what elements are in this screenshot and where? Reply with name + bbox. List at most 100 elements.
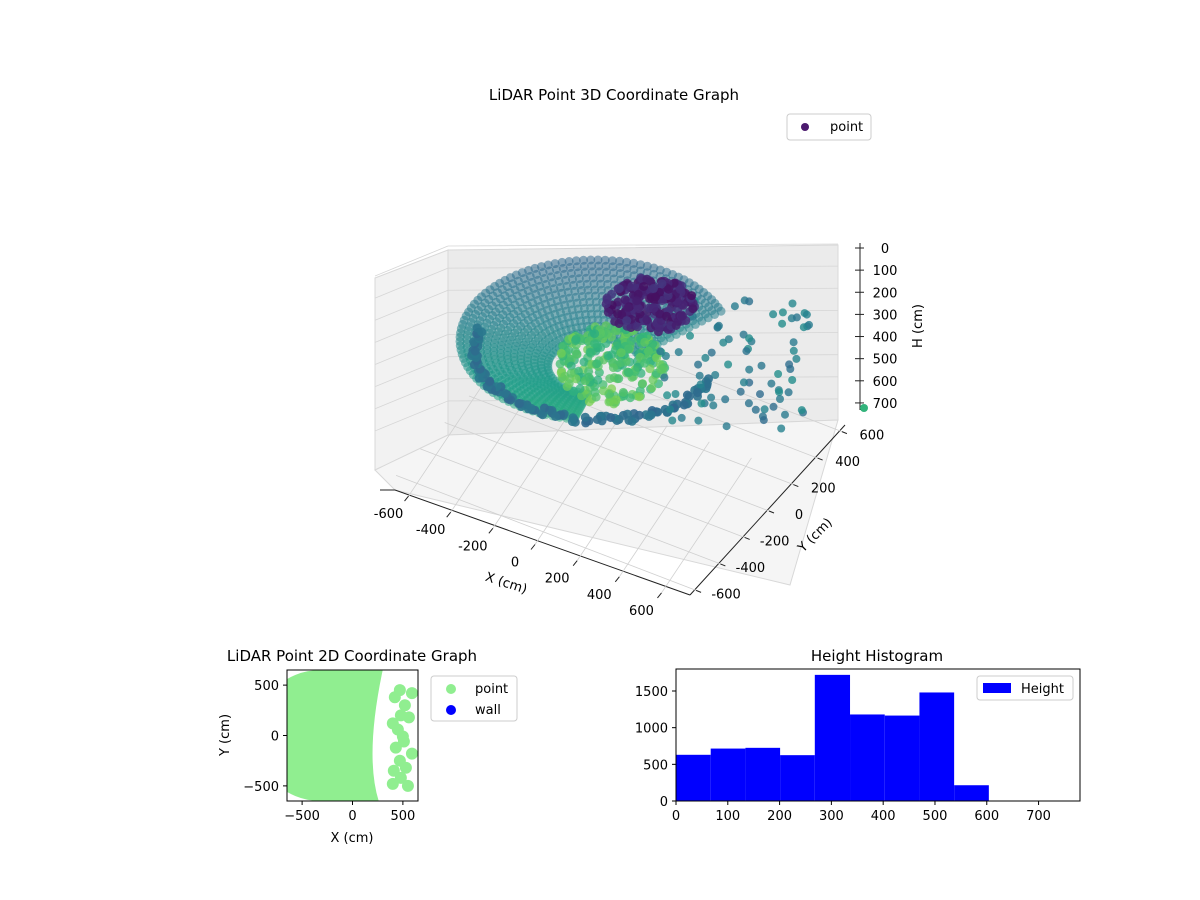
point-3d	[470, 346, 480, 356]
z-grid-left	[374, 400, 449, 432]
x-tick-label-2d: −500	[284, 809, 320, 824]
x-tick-label-2d: 500	[390, 809, 415, 824]
legend-2d-label-point: point	[475, 682, 508, 697]
point-3d	[593, 255, 603, 265]
z-grid-left	[374, 312, 449, 343]
point-marker	[399, 761, 412, 774]
point-3d	[557, 257, 567, 267]
point-series	[287, 670, 418, 801]
x-tick-label-hist: 100	[715, 809, 740, 824]
point-region	[287, 670, 383, 801]
point-3d	[769, 402, 778, 411]
point-3d	[745, 334, 754, 343]
x-grid-3d	[661, 457, 752, 594]
x-axis-label-2d: X (cm)	[331, 831, 374, 846]
point-3d	[600, 255, 610, 265]
x-tick-label-hist: 600	[974, 809, 999, 824]
point-3d	[759, 416, 768, 425]
histogram-bar	[710, 748, 746, 801]
point-3d	[556, 348, 566, 358]
y-tick-3d	[744, 536, 750, 540]
histogram-bar	[884, 715, 920, 801]
point-3d	[688, 304, 698, 314]
point-3d	[744, 399, 753, 408]
x-tick-label-3d: 0	[511, 556, 519, 571]
point-3d	[694, 416, 703, 425]
point-3d	[603, 351, 613, 361]
point-3d	[760, 405, 769, 414]
z-tick-label-3d: 700	[873, 397, 898, 412]
point-marker	[402, 711, 415, 724]
point-3d	[697, 399, 706, 408]
point-3d	[601, 299, 611, 309]
y-tick-label-3d: -400	[736, 561, 766, 576]
histogram-bar	[814, 674, 851, 801]
histogram-bar	[676, 754, 711, 801]
point-3d	[514, 399, 524, 408]
x-axis-line	[380, 489, 691, 596]
point-3d	[590, 329, 600, 339]
point-3d	[607, 256, 617, 266]
z-grid-left	[374, 289, 449, 321]
y-tick-3d	[695, 589, 702, 593]
point-3d	[592, 415, 602, 424]
x-tick-3d	[446, 511, 452, 518]
chart-3d-title: LiDAR Point 3D Coordinate Graph	[489, 86, 739, 104]
point-3d	[571, 336, 581, 345]
z-grid-back	[447, 243, 839, 247]
point-3d	[657, 296, 667, 305]
histogram-ticks: 0 100 200 300 400 500 600 700 0 500 1000 1500	[635, 685, 1051, 824]
point-3d	[757, 361, 766, 370]
point-3d	[550, 259, 560, 269]
ticks-3d: -600-400-2000200400600-600-400-200020040…	[374, 242, 898, 619]
point-3d	[629, 258, 639, 268]
point-3d	[566, 361, 576, 371]
z-tick-label-3d: 200	[873, 286, 898, 301]
point-3d	[776, 395, 784, 403]
point-3d	[472, 323, 482, 333]
point-3d	[778, 308, 787, 317]
point-3d	[616, 358, 626, 368]
point-3d	[695, 371, 704, 380]
ticks-2d: −500 0 500 −500 0 500	[243, 679, 415, 824]
point-3d	[661, 352, 670, 360]
point-3d	[769, 310, 778, 319]
point-3d	[682, 390, 692, 400]
z-grid-left	[374, 356, 449, 388]
point-3d	[701, 353, 710, 362]
histogram-frame	[675, 668, 1081, 802]
point-3d	[739, 378, 748, 387]
point-3d	[730, 302, 739, 311]
floor-pane	[374, 419, 839, 586]
x-grid-3d	[576, 425, 668, 561]
x-tick-label-hist: 0	[672, 809, 680, 824]
point-3d	[625, 393, 635, 403]
x-tick-3d	[530, 544, 536, 550]
point-3d	[485, 376, 495, 386]
point-3d	[649, 283, 658, 293]
x-tick-label-hist: 400	[871, 809, 896, 824]
point-3d	[797, 406, 806, 415]
point-3d	[668, 416, 677, 425]
point-3d	[543, 260, 553, 270]
point-3d	[592, 359, 602, 369]
point-3d	[614, 374, 624, 384]
point-3d	[584, 372, 594, 382]
y-tick-label-hist: 1500	[635, 685, 668, 700]
y-tick-3d	[793, 484, 799, 488]
legend-3d-marker	[801, 123, 809, 131]
histogram-chart: Height Histogram 0 100 200 300 400 500 600 7000…	[635, 647, 1081, 824]
point-3d	[626, 336, 636, 346]
point-3d	[609, 399, 619, 409]
point-3d	[751, 405, 760, 414]
y-grid-3d	[420, 448, 721, 565]
point-3d	[634, 304, 643, 314]
point-3d	[638, 379, 647, 389]
point-3d	[660, 373, 669, 382]
point-3d	[634, 392, 644, 402]
x-tick-3d	[614, 576, 620, 583]
point-3d	[687, 291, 697, 301]
point-3d	[657, 279, 667, 289]
point-3d	[721, 395, 730, 404]
chart-2d: LiDAR Point 2D Coordinate Graph −500 0 500…	[218, 647, 518, 846]
